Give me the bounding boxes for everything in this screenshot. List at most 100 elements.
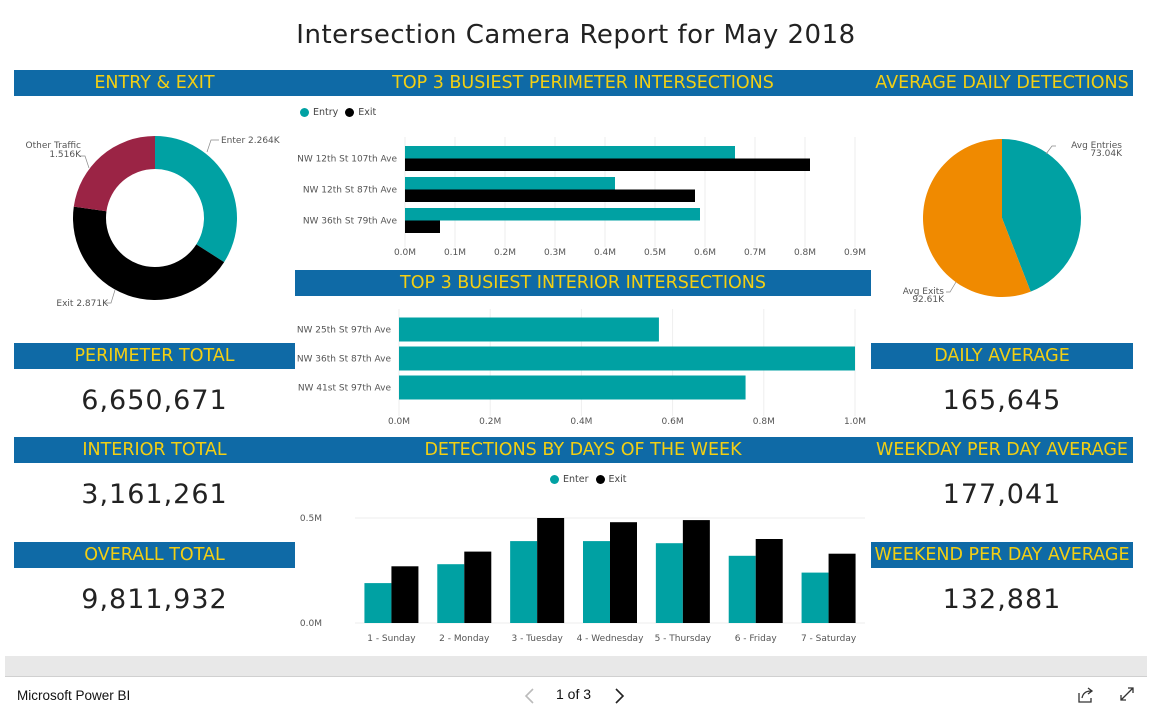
y-category-label: NW 12th St 87th Ave: [303, 186, 398, 196]
donut-label-exit: Exit 2.871K: [56, 299, 109, 309]
band-days-of-week: DETECTIONS BY DAYS OF THE WEEK: [295, 437, 871, 463]
x-category-label: 5 - Thursday: [655, 634, 712, 644]
band-weekday-avg: WEEKDAY PER DAY AVERAGE: [871, 437, 1133, 463]
donut-leader-enter: [206, 139, 219, 153]
x-tick-label: 0.6M: [662, 417, 684, 427]
x-category-label: 7 - Saturday: [801, 634, 857, 644]
bar-exit: [610, 522, 637, 623]
donut-label-other-value: 1.516K: [49, 150, 82, 160]
legend-enter-label: Enter: [563, 474, 589, 485]
x-category-label: 4 - Wednesday: [577, 634, 644, 644]
bar-exit: [405, 189, 695, 202]
donut-leader-exit: [105, 289, 116, 304]
bar-entry: [405, 177, 615, 190]
bar-entry: [405, 208, 700, 221]
band-interior-total: INTERIOR TOTAL: [14, 437, 295, 463]
bar-enter: [655, 543, 683, 623]
pie-leader-exits: [946, 281, 957, 293]
prev-page-icon[interactable]: [523, 687, 537, 705]
x-tick-label: 0.9M: [844, 248, 866, 258]
x-category-label: 6 - Friday: [735, 634, 778, 644]
donut-label-enter: Enter 2.264K: [221, 136, 281, 146]
band-entry-exit: ENTRY & EXIT: [14, 70, 295, 96]
band-avg-daily: AVERAGE DAILY DETECTIONS: [871, 70, 1133, 96]
next-page-icon[interactable]: [612, 687, 626, 705]
days-legend: Enter Exit: [550, 474, 627, 485]
legend-exit-label: Exit: [358, 107, 377, 118]
x-tick-label: 0.4M: [570, 417, 592, 427]
perimeter-legend: Entry Exit: [300, 107, 376, 118]
y-category-label: NW 41st St 97th Ave: [298, 384, 392, 394]
legend-enter-swatch: [550, 475, 559, 484]
bar-exit: [391, 566, 419, 623]
perimeter-bar-chart[interactable]: 0.0M 0.1M 0.2M 0.3M 0.4M 0.5M 0.6M 0.7M 0.8M 0.9M…: [295, 125, 871, 265]
band-daily-average: DAILY AVERAGE: [871, 343, 1133, 369]
bar-enter: [801, 572, 829, 623]
interior-bar-chart[interactable]: 0.0M 0.2M 0.4M 0.6M 0.8M 1.0M NW 25th St 97th …: [295, 300, 871, 435]
x-tick-label: 0.4M: [594, 248, 616, 258]
x-tick-label: 0.2M: [479, 417, 501, 427]
bar-exit: [405, 220, 440, 233]
weekday-avg-value: 177,041: [942, 479, 1062, 510]
x-tick-label: 1.0M: [844, 417, 866, 427]
share-icon[interactable]: [1077, 686, 1095, 704]
bar-exit: [464, 551, 492, 623]
legend-exit-swatch: [345, 108, 355, 117]
brand-label[interactable]: Microsoft Power BI: [17, 688, 131, 703]
legend-exit2-swatch: [595, 475, 605, 484]
y-category-label: NW 36th St 87th Ave: [297, 355, 392, 365]
interior-total-value: 3,161,261: [81, 479, 228, 510]
x-tick-label: 0.8M: [753, 417, 775, 427]
daily-average-value: 165,645: [942, 385, 1062, 416]
legend-entry-label: Entry: [313, 107, 339, 118]
band-weekend-avg: WEEKEND PER DAY AVERAGE: [871, 542, 1133, 568]
bar-enter: [510, 541, 538, 623]
pie-label-exits-name: Avg Exits: [903, 287, 945, 297]
x-tick-label: 0.0M: [388, 417, 410, 427]
days-of-week-bar-chart[interactable]: 0.0M 0.5M 1 - Sunday 2 - Monday 3 - Tuesday 4…: [295, 490, 871, 650]
y-category-label: NW 36th St 79th Ave: [303, 217, 398, 227]
legend-exit2-label: Exit: [608, 474, 627, 485]
y-tick-label: 0.5M: [300, 514, 322, 524]
band-interior-busiest: TOP 3 BUSIEST INTERIOR INTERSECTIONS: [295, 270, 871, 296]
x-tick-label: 0.8M: [794, 248, 816, 258]
pie-label-entries-value: 73.04K: [1090, 149, 1123, 159]
bar-enter: [728, 555, 756, 623]
y-category-label: NW 12th St 107th Ave: [297, 155, 397, 165]
report-title: Intersection Camera Report for May 2018: [296, 20, 856, 50]
band-overall-total: OVERALL TOTAL: [14, 542, 295, 568]
x-tick-label: 0.5M: [644, 248, 666, 258]
report-canvas-bottom: [5, 656, 1147, 676]
band-perimeter-busiest: TOP 3 BUSIEST PERIMETER INTERSECTIONS: [295, 70, 871, 96]
donut-leader-other: [79, 155, 90, 169]
bar-exit: [755, 539, 783, 623]
x-category-label: 2 - Monday: [439, 634, 490, 644]
weekend-avg-value: 132,881: [942, 584, 1062, 615]
x-category-label: 3 - Tuesday: [511, 634, 563, 644]
bar-enter: [583, 541, 610, 623]
pie-label-entries-name: Avg Entries: [1071, 141, 1122, 151]
bar-entry: [405, 146, 735, 159]
bar-enter: [437, 564, 465, 623]
x-tick-label: 0.3M: [544, 248, 566, 258]
bar-total: [399, 346, 855, 371]
bar-enter: [364, 583, 392, 623]
bar-total: [399, 317, 659, 342]
x-tick-label: 0.2M: [494, 248, 516, 258]
overall-total-value: 9,811,932: [81, 584, 228, 615]
x-category-label: 1 - Sunday: [367, 634, 416, 644]
entry-exit-donut-chart[interactable]: Enter 2.264K Exit 2.871K Other Traffic1.51…: [14, 100, 295, 340]
bar-exit: [682, 520, 710, 623]
donut-slice-exit: [73, 206, 225, 300]
x-tick-label: 0.1M: [444, 248, 466, 258]
page-indicator: 1 of 3: [556, 686, 592, 702]
bar-exit: [537, 518, 565, 623]
fullscreen-icon[interactable]: [1119, 686, 1135, 702]
footer-bar: [5, 676, 1147, 717]
band-perimeter-total: PERIMETER TOTAL: [14, 343, 295, 369]
y-category-label: NW 25th St 97th Ave: [297, 326, 392, 336]
x-tick-label: 0.7M: [744, 248, 766, 258]
pie-slice-avg-entries: [1002, 139, 1081, 292]
donut-label-other-name: Other Traffic: [26, 141, 82, 151]
